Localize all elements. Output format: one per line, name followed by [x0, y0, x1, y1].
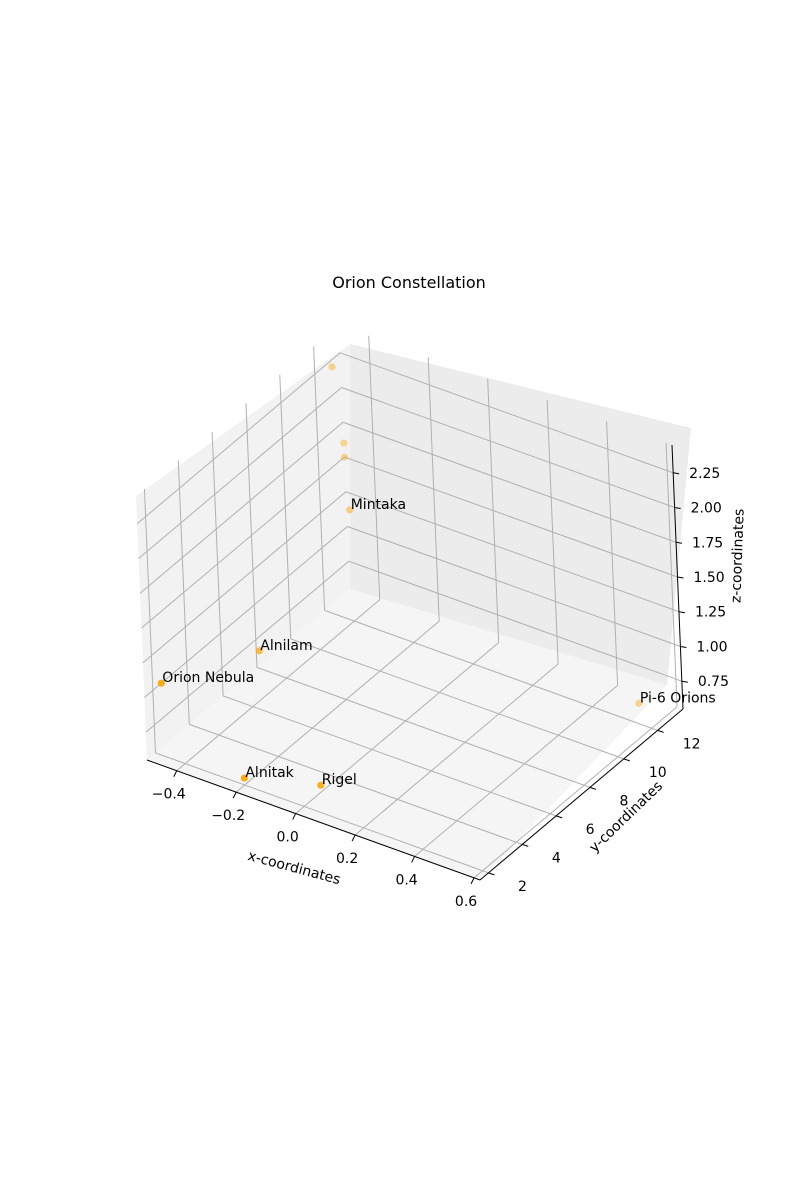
y-tick-mark — [657, 729, 664, 733]
point-label: Mintaka — [351, 497, 406, 513]
grid-line-x-floor — [354, 663, 559, 836]
point-label: Pi-6 Orions — [640, 690, 716, 706]
z-tick-mark — [677, 576, 684, 579]
z-tick-mark — [673, 472, 680, 475]
floor-pane — [147, 589, 667, 880]
grid-line-x-floor — [176, 599, 381, 772]
grid-line-z-back — [348, 560, 683, 682]
grid-line-z-left — [142, 491, 347, 664]
grid-line-y-floor — [189, 723, 523, 845]
z-tick-mark — [681, 680, 688, 683]
x-tick-mark — [232, 791, 237, 799]
x-tick-mark — [292, 813, 297, 820]
z-tick-label: 1.50 — [694, 570, 725, 586]
grid-line-x-floor — [235, 620, 440, 793]
grid-line-z-back — [345, 491, 680, 613]
z-tick-mark — [674, 507, 681, 510]
y-tick-label: 4 — [552, 850, 561, 866]
x-tick-label: 0.6 — [455, 894, 477, 910]
x-tick-label: −0.4 — [152, 787, 186, 803]
y-tick-label: 6 — [586, 822, 595, 838]
y-tick-label: 2 — [518, 879, 527, 895]
left-pane — [136, 344, 350, 760]
grid-line-y-floor — [256, 666, 591, 788]
grid-line-x-floor — [295, 642, 499, 814]
data-point — [346, 506, 354, 514]
y-tick-mark — [589, 786, 597, 790]
grid-line-z-back — [342, 421, 677, 543]
grid-line-y-floor — [290, 638, 624, 760]
point-label: Alnitak — [245, 765, 294, 781]
data-point — [635, 699, 643, 707]
data-point — [317, 781, 325, 789]
point-label: Rigel — [322, 772, 357, 788]
grid-line-z-left — [138, 387, 342, 559]
grid-lines — [136, 335, 683, 879]
x-tick-label: 0.2 — [336, 851, 358, 867]
z-tick-label: 2.00 — [691, 501, 722, 517]
data-points: Orion Nebula Alnilam Mintaka Alnitak Rigel Pi… — [157, 363, 716, 789]
y-axis-label: y-coordinates — [586, 778, 665, 856]
grid-line-z-back — [339, 352, 674, 474]
z-tick-label: 0.75 — [698, 674, 729, 690]
grid-line-x-floor — [473, 706, 678, 879]
data-point — [340, 439, 348, 447]
z-tick-mark — [678, 611, 686, 614]
y-tick-label: 12 — [683, 736, 701, 752]
grid-line-z-left — [141, 456, 345, 629]
x-tick-mark — [351, 834, 356, 842]
grid-line-y-floor — [155, 752, 489, 874]
grid-line-z-back — [344, 456, 678, 578]
grid-line-z-back — [341, 387, 675, 508]
y-axis-line — [479, 708, 684, 881]
x-tick-mark — [411, 856, 416, 863]
grid-line-z-left — [144, 526, 348, 698]
grid-line-z-left — [139, 421, 344, 594]
z-tick-label: 1.00 — [696, 639, 727, 655]
data-point — [157, 679, 165, 687]
grid-line-x-floor — [414, 685, 618, 857]
x-tick-mark — [470, 877, 475, 885]
data-point — [255, 647, 263, 655]
chart-title: Orion Constellation — [332, 273, 486, 292]
x-tick-label: 0.0 — [277, 830, 299, 846]
z-tick-label: 1.75 — [692, 535, 723, 551]
y-tick-label: 8 — [619, 793, 628, 809]
z-tick-label: 1.25 — [695, 605, 726, 621]
y-tick-mark — [522, 843, 529, 847]
z-axis-label: z-coordinates — [728, 508, 747, 603]
y-tick-mark — [555, 815, 563, 819]
z-tick-label: 2.25 — [689, 466, 720, 482]
grid-line-z-left — [136, 352, 341, 525]
grid-line-z-back — [347, 526, 681, 647]
z-tick-mark — [675, 541, 683, 544]
y-tick-label: 10 — [649, 765, 667, 781]
data-point — [240, 774, 248, 782]
grid-line-y-floor — [324, 609, 658, 731]
data-point — [340, 453, 349, 461]
y-tick-mark — [488, 872, 495, 876]
point-label: Alnilam — [260, 638, 312, 654]
grid-line-y-floor — [222, 695, 557, 817]
z-tick-mark — [680, 645, 687, 648]
x-tick-mark — [173, 770, 178, 777]
point-label: Orion Nebula — [162, 670, 254, 686]
back-pane — [350, 344, 691, 685]
y-tick-mark — [623, 758, 630, 762]
x-axis-label: x-coordinates — [246, 848, 342, 888]
x-tick-label: −0.2 — [211, 808, 245, 824]
ticks: −0.4 −0.2 0.0 0.2 0.4 0.6 2 4 6 8 10 12 0.75 1.00 1.25… — [152, 466, 729, 910]
x-axis-line — [146, 759, 481, 881]
x-tick-label: 0.4 — [395, 872, 417, 888]
grid-line-z-left — [145, 560, 350, 733]
data-point — [328, 363, 336, 371]
